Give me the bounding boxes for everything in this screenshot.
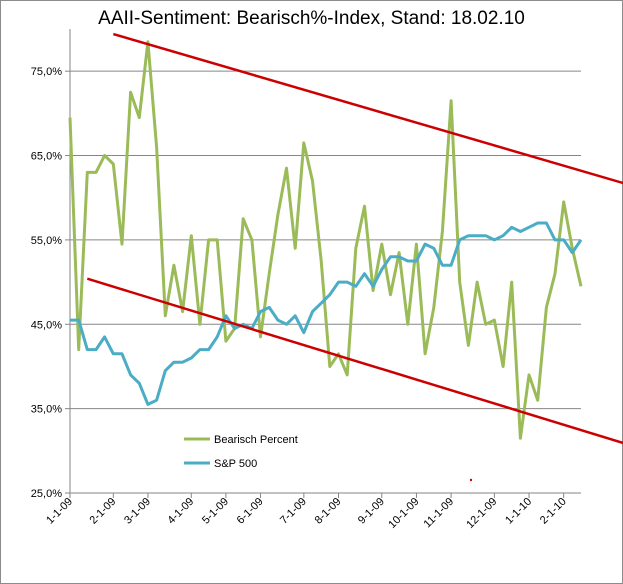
x-tick-label-3: 4-1-09 [165,496,196,527]
y-tick-label-2: 45,0% [31,319,62,331]
chart-title: AAII-Sentiment: Bearisch%-Index, Stand: … [98,8,525,29]
x-tick-label-12: 1-1-10 [503,496,534,527]
trend-line-lower [86,277,623,445]
x-tick-label-4: 5-1-09 [200,496,231,527]
x-tick-label-8: 9-1-09 [356,496,387,527]
series-line-bearisch-percent [68,40,583,440]
legend-label-bearisch-percent: Bearisch Percent [214,434,298,446]
x-tick-label-0: 1-1-09 [44,496,75,527]
x-tick-label-2: 3-1-09 [122,496,153,527]
x-tick-label-5: 6-1-09 [235,496,266,527]
x-tick-label-10: 11-1-09 [421,496,456,531]
trend-line-upper [112,32,623,185]
stray-red-dot [469,478,473,482]
x-tick-label-11: 12-1-09 [464,496,499,531]
x-tick-labels: 1-1-09 2-1-09 3-1-09 4-1-09 5-1-09 6-1-09 7-1-… [44,493,569,531]
y-tick-label-3: 55,0% [31,235,62,247]
y-tick-labels: 25,0% 35,0% 45,0% 55,0% 65,0% 75,0% [31,66,70,500]
x-tick-label-6: 7-1-09 [278,496,309,527]
x-tick-label-9: 10-1-09 [386,496,421,531]
y-tick-label-5: 75,0% [31,66,62,78]
series-line-sp500 [70,221,583,406]
y-tick-label-1: 35,0% [31,404,62,416]
axes [69,29,581,494]
y-tick-label-0: 25,0% [31,488,62,500]
legend-label-sp500: S&P 500 [214,458,257,470]
x-tick-label-7: 8-1-09 [313,496,344,527]
y-tick-label-4: 65,0% [31,151,62,163]
series-lines [68,40,583,440]
trend-lines [86,32,623,445]
legend: Bearisch Percent S&P 500 [184,434,298,470]
x-tick-label-1: 2-1-09 [87,496,118,527]
x-tick-label-13: 2-1-10 [538,496,569,527]
